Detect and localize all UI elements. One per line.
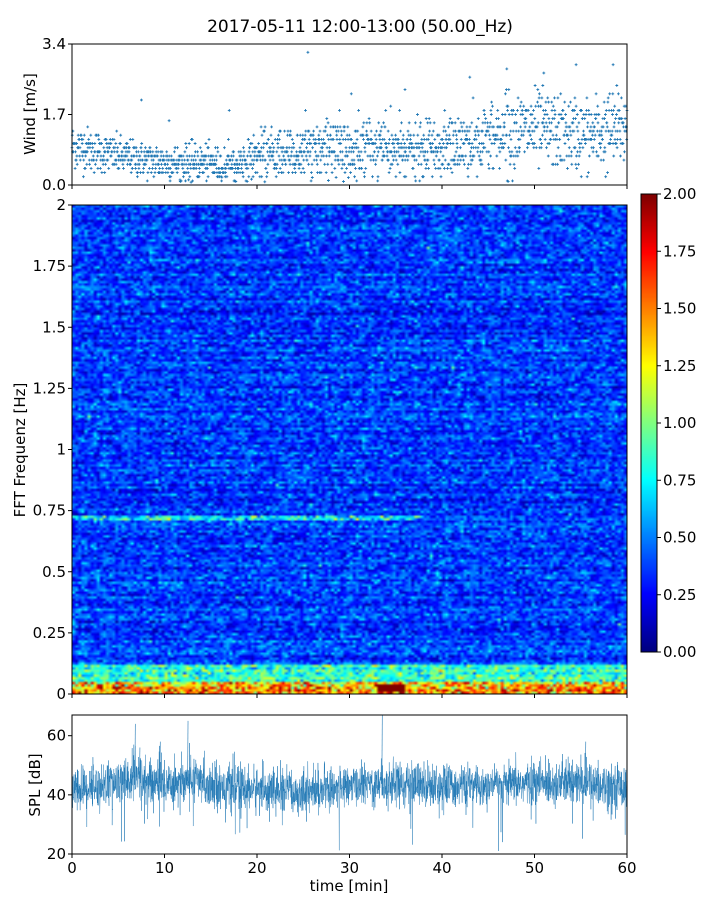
spectrogram-y-tick-label: 1 bbox=[56, 441, 66, 459]
colorbar: 0.00 0.25 0.50 0.75 1.00 1.25 1.50 1.75 2.00 bbox=[640, 185, 696, 661]
spl-x-tick-label: 10 bbox=[155, 859, 174, 877]
spl-x-tick-label: 0 bbox=[67, 859, 77, 877]
colorbar-tick-label: 0.00 bbox=[663, 643, 696, 661]
spectrogram-y-tick-label: 2 bbox=[56, 196, 66, 214]
spl-y-ticks: 20 40 60 bbox=[47, 727, 72, 863]
spl-x-axis-label: time [min] bbox=[310, 877, 389, 895]
spectrogram-y-tick-label: 1.25 bbox=[33, 379, 66, 397]
wind-y-axis-label: Wind [m/s] bbox=[21, 73, 39, 155]
spl-x-tick-label: 60 bbox=[617, 859, 636, 877]
colorbar-tick-label: 0.25 bbox=[663, 586, 696, 604]
spl-x-tick-label: 20 bbox=[247, 859, 266, 877]
spl-x-tick-label: 40 bbox=[432, 859, 451, 877]
wind-x-ticks bbox=[71, 185, 628, 189]
spl-panel: 20 40 60 0 10 20 30 40 50 60 SPL [dB] time [min] bbox=[26, 714, 637, 895]
spectrogram-y-axis-label: FFT Frequenz [Hz] bbox=[11, 383, 29, 518]
spectrogram-y-tick-label: 0.5 bbox=[42, 563, 66, 581]
figure-title: 2017-05-11 12:00-13:00 (50.00_Hz) bbox=[207, 17, 513, 37]
spl-y-tick-label: 20 bbox=[47, 845, 66, 863]
spectrogram-y-tick-label: 1.5 bbox=[42, 318, 66, 336]
colorbar-gradient bbox=[641, 194, 657, 652]
spl-peaks bbox=[134, 714, 587, 784]
spl-y-axis-label: SPL [dB] bbox=[26, 753, 44, 816]
spl-y-tick-label: 60 bbox=[47, 727, 66, 745]
colorbar-tick-label: 1.75 bbox=[663, 242, 696, 260]
wind-y-tick-label: 1.7 bbox=[42, 106, 66, 124]
spectrogram-y-tick-label: 1.75 bbox=[33, 257, 66, 275]
spectrogram-y-tick-label: 0.25 bbox=[33, 624, 66, 642]
wind-panel: 0.0 1.7 3.4 Wind [m/s] bbox=[21, 35, 629, 194]
wind-y-tick-label: 0.0 bbox=[42, 176, 66, 194]
spectrogram-heatmap bbox=[72, 205, 627, 694]
wind-data-points bbox=[70, 50, 629, 184]
spl-y-tick-label: 40 bbox=[47, 786, 66, 804]
spl-line-series bbox=[71, 742, 628, 851]
spectrogram-x-ticks bbox=[71, 694, 628, 698]
spectrogram-y-tick-label: 0 bbox=[56, 685, 66, 703]
spl-x-ticks: 0 10 20 30 40 50 60 bbox=[67, 854, 637, 877]
colorbar-tick-label: 0.50 bbox=[663, 529, 696, 547]
spl-x-tick-label: 30 bbox=[340, 859, 359, 877]
spl-x-tick-label: 50 bbox=[525, 859, 544, 877]
colorbar-tick-label: 0.75 bbox=[663, 471, 696, 489]
colorbar-tick-label: 2.00 bbox=[663, 185, 696, 203]
colorbar-tick-label: 1.50 bbox=[663, 300, 696, 318]
spectrogram-y-ticks: 0 0.25 0.5 0.75 1 1.25 1.5 1.75 2 bbox=[33, 196, 72, 703]
colorbar-ticks: 0.00 0.25 0.50 0.75 1.00 1.25 1.50 1.75 2.00 bbox=[657, 185, 696, 661]
colorbar-tick-label: 1.25 bbox=[663, 357, 696, 375]
spectrogram-panel: 0 0.25 0.5 0.75 1 1.25 1.5 1.75 2 FFT Frequenz [… bbox=[11, 196, 628, 703]
wind-scatter-series bbox=[70, 50, 629, 184]
wind-y-ticks: 0.0 1.7 3.4 bbox=[42, 35, 72, 194]
wind-y-tick-label: 3.4 bbox=[42, 35, 66, 53]
colorbar-tick-label: 1.00 bbox=[663, 414, 696, 432]
spectrogram-y-tick-label: 0.75 bbox=[33, 502, 66, 520]
